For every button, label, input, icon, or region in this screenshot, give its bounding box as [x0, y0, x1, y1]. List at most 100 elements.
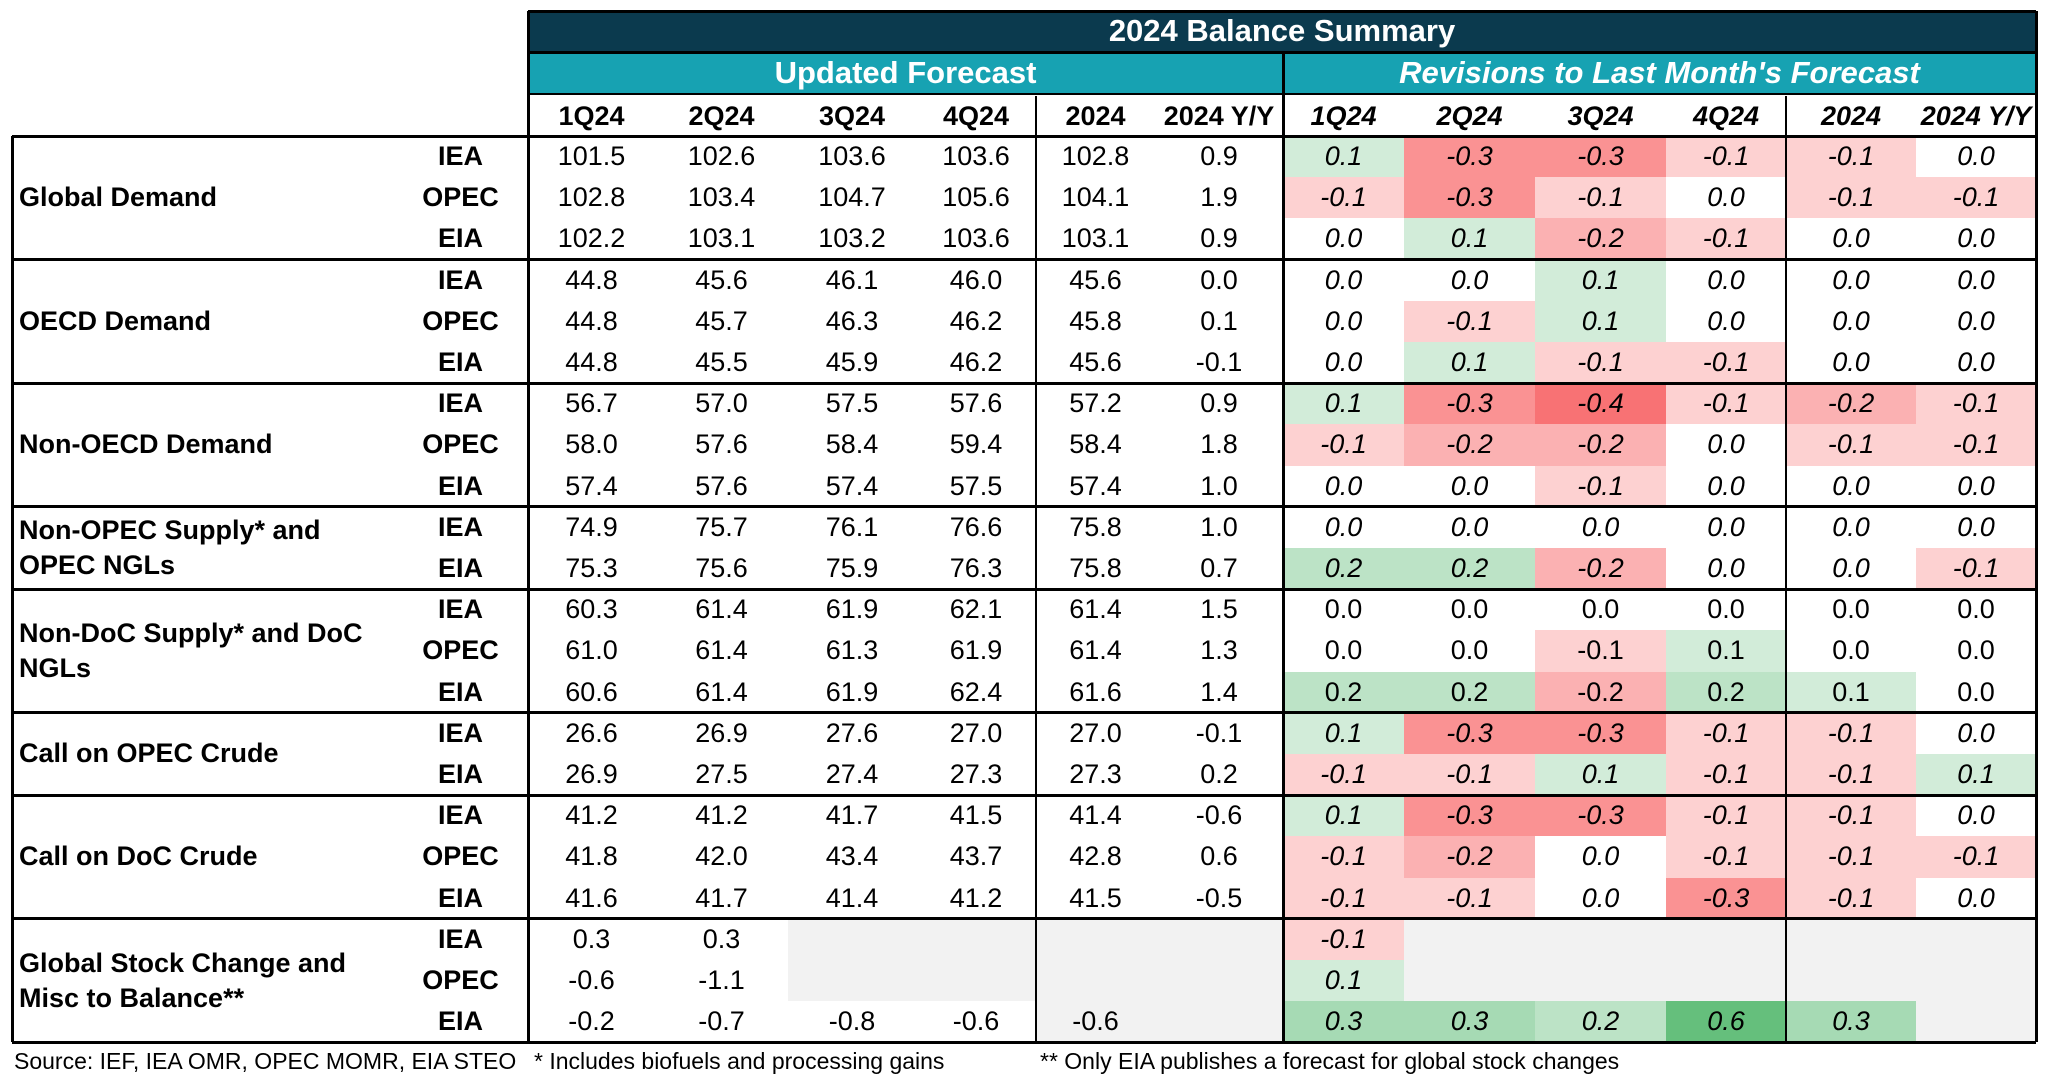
revision-value: 0.0	[1916, 877, 2036, 919]
section-label: Call on DoC Crude	[19, 841, 258, 872]
revision-value: -0.3	[1666, 877, 1786, 919]
forecast-value: 74.9	[565, 511, 618, 542]
column-header-revision: 2024 Y/Y	[1920, 100, 2032, 131]
revision-value: -0.3	[1535, 712, 1666, 754]
forecast-value: 0.6	[1200, 841, 1238, 872]
grid-line	[12, 917, 2036, 921]
forecast-value: 41.5	[1069, 882, 1122, 913]
forecast-value: 58.4	[1069, 429, 1122, 460]
section-label: Call on OPEC Crude	[19, 738, 279, 769]
forecast-value: 46.1	[825, 264, 879, 295]
revision-value: -0.1	[1404, 877, 1535, 919]
revision-value: 0.0	[1666, 548, 1786, 590]
source-label: EIA	[437, 347, 483, 378]
revision-value: -0.2	[1404, 424, 1535, 466]
forecast-value: 57.0	[695, 388, 748, 419]
revision-value: 0.0	[1786, 342, 1916, 384]
section-label: Non-OPEC Supply* and OPEC NGLs	[19, 514, 321, 580]
forecast-value: 105.6	[942, 182, 1010, 213]
forecast-value: 103.1	[1061, 223, 1130, 254]
revision-value: -0.2	[1786, 383, 1916, 425]
forecast-value: 102.2	[557, 223, 626, 254]
forecast-value: 41.7	[695, 882, 748, 913]
source-label: EIA	[437, 553, 483, 584]
forecast-value: 61.3	[825, 635, 879, 666]
forecast-value: 56.7	[565, 388, 618, 419]
grid-line	[526, 11, 530, 1043]
forecast-value: 0.7	[1200, 553, 1238, 584]
empty-block	[1036, 918, 1283, 1043]
forecast-value: -0.1	[1195, 347, 1243, 378]
forecast-value: 61.4	[1069, 594, 1122, 625]
column-header-forecast: 1Q24	[558, 100, 625, 131]
revision-value: -0.2	[1535, 218, 1666, 260]
forecast-value: 62.1	[949, 594, 1003, 625]
revision-value: 0.0	[1283, 259, 1404, 301]
column-header-forecast: 4Q24	[942, 100, 1010, 131]
revision-value: -0.1	[1786, 754, 1916, 796]
column-header-revision: 2024	[1820, 100, 1882, 131]
forecast-value: 75.6	[695, 553, 748, 584]
group-header-updated-forecast: Updated Forecast	[528, 53, 1283, 93]
revision-value: 0.0	[1404, 630, 1535, 672]
forecast-value: 102.6	[687, 141, 756, 172]
forecast-value: 57.5	[825, 388, 879, 419]
forecast-value: 46.0	[949, 264, 1003, 295]
revision-value: 0.0	[1666, 177, 1786, 219]
revision-value: -0.1	[1666, 754, 1786, 796]
revision-value: 0.2	[1283, 671, 1404, 713]
revision-value: -0.1	[1666, 712, 1786, 754]
revision-value: -0.1	[1666, 383, 1786, 425]
forecast-value: 0.2	[1200, 759, 1238, 790]
forecast-value: 103.6	[942, 223, 1010, 254]
forecast-value: -0.6	[568, 965, 615, 996]
revision-value: 0.0	[1283, 630, 1404, 672]
revision-value: 0.0	[1916, 589, 2036, 631]
forecast-value: 27.0	[949, 717, 1003, 748]
forecast-value: 57.6	[695, 429, 748, 460]
revision-value: -0.1	[1666, 218, 1786, 260]
revision-value: -0.1	[1535, 177, 1666, 219]
forecast-value: 61.9	[825, 594, 879, 625]
source-label: EIA	[437, 759, 483, 790]
revision-value: 0.0	[1916, 300, 2036, 342]
revision-value: -0.1	[1283, 754, 1404, 796]
forecast-value: 104.1	[1061, 182, 1130, 213]
revision-value: -0.1	[1535, 342, 1666, 384]
forecast-value: 103.6	[818, 141, 886, 172]
forecast-value: 76.6	[949, 511, 1003, 542]
source-label: OPEC	[422, 965, 499, 996]
forecast-value: 75.9	[825, 553, 879, 584]
revision-value: -0.1	[1786, 836, 1916, 878]
grid-line	[12, 793, 2036, 797]
revision-value: 0.2	[1535, 1001, 1666, 1043]
column-header-revision: 1Q24	[1310, 100, 1377, 131]
revision-value: -0.3	[1404, 383, 1535, 425]
revision-value: 0.3	[1786, 1001, 1916, 1043]
source-label: IEA	[437, 511, 483, 542]
forecast-value: 0.9	[1200, 223, 1238, 254]
grid-line	[12, 1040, 2036, 1044]
source-label: OPEC	[422, 182, 499, 213]
forecast-value: 45.6	[1069, 264, 1122, 295]
forecast-value: 42.8	[1069, 841, 1122, 872]
forecast-value: 41.2	[695, 800, 748, 831]
forecast-value: 57.6	[695, 470, 748, 501]
revision-value: 0.0	[1916, 465, 2036, 507]
revision-value: 0.0	[1916, 712, 2036, 754]
revision-value: -0.3	[1404, 177, 1535, 219]
grid-line	[1035, 96, 1037, 1043]
revision-value: 0.0	[1916, 671, 2036, 713]
source-label: EIA	[437, 1006, 483, 1037]
grid-line	[12, 505, 2036, 509]
revision-value: -0.2	[1535, 671, 1666, 713]
revision-value: 0.3	[1404, 1001, 1535, 1043]
grid-line	[12, 587, 2036, 591]
revision-value: 0.1	[1535, 300, 1666, 342]
forecast-value: 45.7	[695, 305, 748, 336]
forecast-value: 57.2	[1069, 388, 1122, 419]
revision-value: 0.0	[1535, 506, 1666, 548]
footer-source: Source: IEF, IEA OMR, OPEC MOMR, EIA STE…	[14, 1047, 517, 1074]
forecast-value: 27.5	[695, 759, 748, 790]
